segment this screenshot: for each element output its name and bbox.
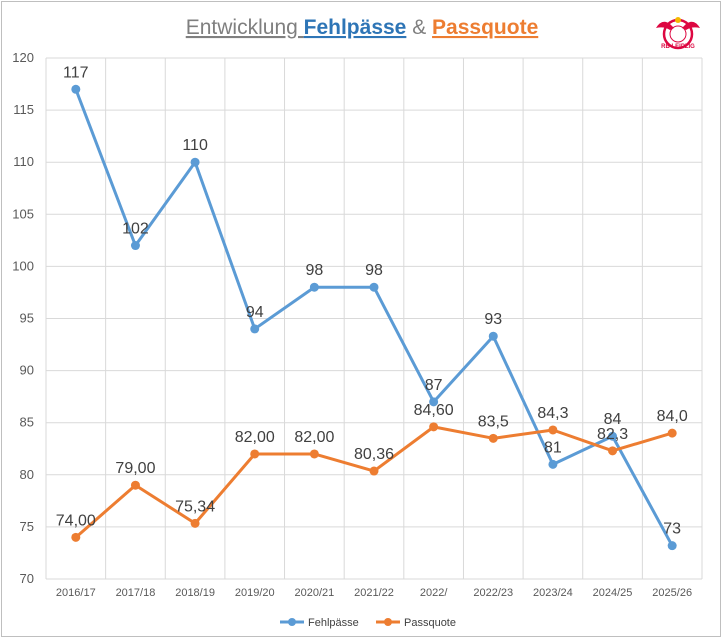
y-tick-label: 105: [12, 206, 34, 221]
data-label: 75,34: [175, 498, 215, 515]
chart-title: Entwicklung Fehlpässe & Passquote: [186, 16, 539, 39]
x-tick-label: 2019/20: [235, 587, 275, 599]
data-label: 117: [63, 64, 89, 81]
data-label: 84,0: [657, 408, 688, 425]
y-tick-label: 75: [20, 519, 34, 534]
data-point: [429, 397, 439, 407]
title-joiner: &: [406, 16, 432, 39]
y-tick-label: 100: [12, 258, 34, 273]
x-tick-label: 2023/24: [533, 587, 573, 599]
y-tick-label: 95: [20, 311, 34, 326]
data-label: 82,00: [294, 429, 334, 446]
data-label: 84: [604, 411, 622, 428]
data-label: 84,3: [537, 405, 568, 422]
data-label: 82,3: [597, 426, 628, 443]
data-label: 83,5: [478, 413, 509, 430]
data-label: 98: [365, 262, 383, 279]
x-tick-label: 2020/21: [294, 587, 334, 599]
x-tick-label: 2017/18: [116, 587, 156, 599]
data-label: 81: [544, 439, 562, 456]
x-axis-ticks: 2016/17 2017/18 2018/19 2019/20 2020/21 2021/…: [56, 587, 692, 599]
legend-marker: [288, 618, 296, 626]
data-label: 84,60: [414, 402, 454, 419]
y-tick-label: 110: [13, 154, 34, 169]
data-point: [548, 425, 558, 435]
x-tick-label: 2024/25: [593, 587, 633, 599]
logo-text: RB LEIPZIG: [661, 44, 695, 50]
data-point: [71, 84, 81, 94]
y-tick-label: 115: [13, 102, 34, 117]
data-point: [250, 449, 260, 459]
legend: Fehlpässe Passquote: [280, 617, 456, 629]
data-point: [667, 541, 677, 551]
x-tick-label: 2022/: [420, 587, 448, 599]
data-point: [71, 532, 81, 542]
data-label: 87: [425, 377, 443, 394]
data-point: [250, 324, 260, 334]
legend-label: Passquote: [404, 617, 456, 629]
x-tick-label: 2016/17: [56, 587, 96, 599]
grid-lines: [45, 57, 703, 580]
data-label: 79,00: [115, 460, 155, 477]
y-axis-ticks: 70 75 80 85 90 95 100 105 110 115 120: [12, 50, 34, 586]
data-label: 82,00: [235, 429, 275, 446]
title-series2: Passquote: [432, 16, 538, 39]
y-tick-label: 85: [20, 415, 34, 430]
data-point: [608, 446, 618, 456]
data-point: [309, 282, 319, 292]
data-point: [488, 331, 498, 341]
data-point: [190, 518, 200, 528]
data-point: [130, 480, 140, 490]
data-point: [488, 433, 498, 443]
data-label: 102: [122, 221, 149, 238]
rb-leipzig-crest-icon: RB LEIPZIG: [656, 17, 700, 50]
data-point: [548, 459, 558, 469]
y-tick-label: 70: [20, 571, 34, 586]
data-point: [309, 449, 319, 459]
data-label: 74,00: [56, 512, 96, 529]
title-series1: Fehlpässe: [304, 16, 407, 39]
data-label: 94: [246, 304, 264, 321]
data-label: 73: [663, 521, 681, 538]
data-point: [369, 466, 379, 476]
data-point: [608, 431, 618, 441]
y-tick-label: 90: [20, 363, 34, 378]
data-point: [369, 282, 379, 292]
data-label: 93: [484, 311, 502, 328]
legend-marker: [384, 618, 392, 626]
y-tick-label: 120: [12, 50, 34, 65]
data-point: [130, 241, 140, 251]
x-tick-label: 2021/22: [354, 587, 394, 599]
x-tick-label: 2022/23: [473, 587, 513, 599]
data-label: 98: [305, 262, 323, 279]
title-prefix: Entwicklung: [186, 16, 304, 39]
data-point: [667, 428, 677, 438]
legend-label: Fehlpässe: [308, 617, 359, 629]
series-layer: 117 102 110 94 98 98 87 93 81 84 73 74,00 79,00 75,34…: [56, 64, 688, 551]
data-label: 80,36: [354, 446, 394, 463]
data-point: [429, 422, 439, 432]
x-tick-label: 2025/26: [652, 587, 692, 599]
data-label: 110: [182, 137, 208, 154]
x-tick-label: 2018/19: [175, 587, 215, 599]
y-tick-label: 80: [20, 467, 34, 482]
data-point: [190, 157, 200, 167]
